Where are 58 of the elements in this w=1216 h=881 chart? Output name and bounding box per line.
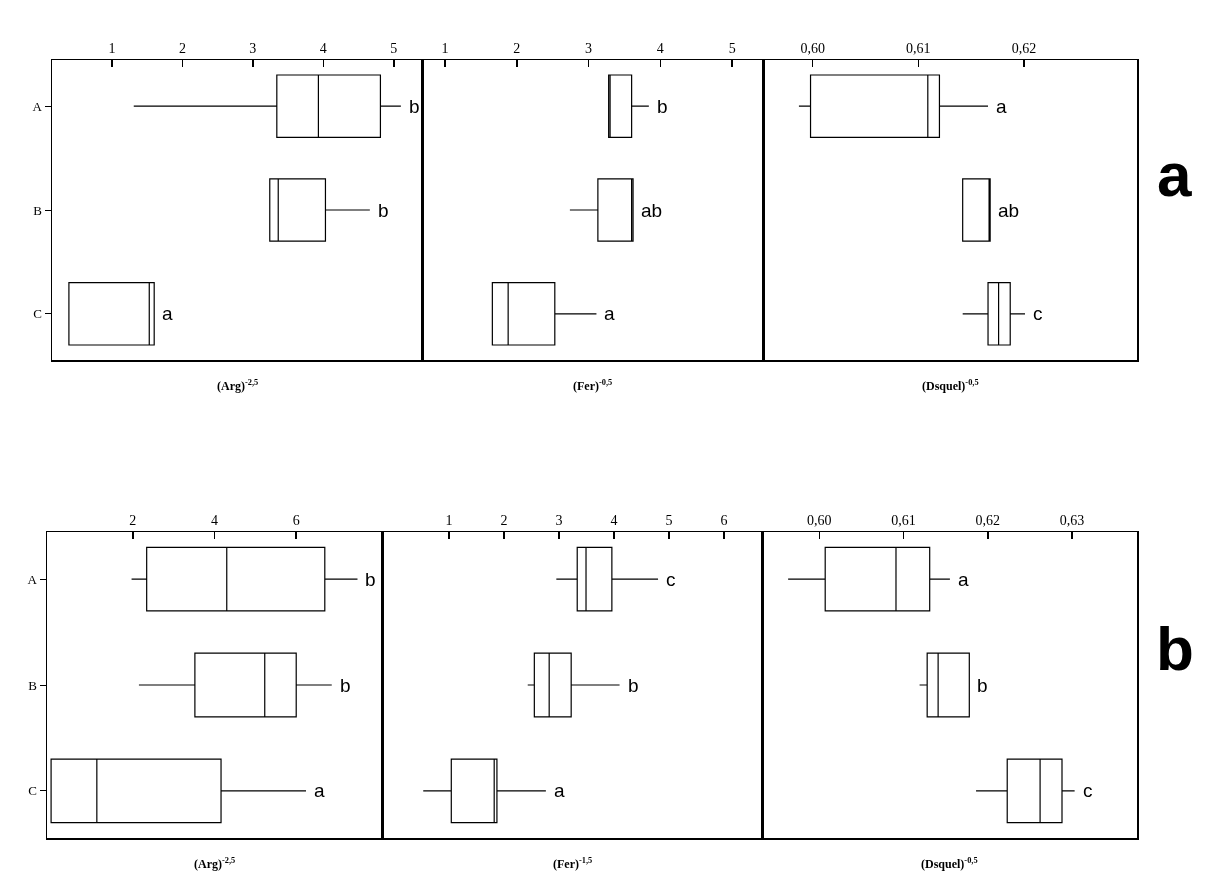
- x-axis-title: (Fer)$^{-1,5}$: [553, 856, 593, 872]
- x-tick-label: 4: [319, 40, 327, 56]
- x-tick-label: 0,63: [1059, 512, 1085, 528]
- x-axis-title: (Arg)$^{-2,5}$: [194, 856, 236, 872]
- x-tick-label: 2: [129, 512, 137, 528]
- x-axis-title: (Fer)$^{-0,5}$: [573, 378, 613, 394]
- annotation: b: [378, 200, 389, 221]
- x-tick-label: 5: [728, 40, 736, 56]
- x-tick-label: 2: [500, 512, 508, 528]
- x-tick-label: 2: [178, 40, 186, 56]
- x-tick-label: 0,60: [800, 40, 825, 56]
- y-tick-label: B: [28, 677, 38, 693]
- x-tick-label: 5: [665, 512, 673, 528]
- x-tick-label: 1: [445, 512, 453, 528]
- annotation: b: [628, 675, 639, 696]
- y-tick-label: C: [33, 306, 42, 322]
- annotation: b: [657, 96, 668, 117]
- text: a: [1157, 140, 1192, 209]
- annotation: b: [977, 675, 988, 696]
- x-tick-label: 3: [585, 40, 593, 56]
- x-tick-label: 0,61: [906, 40, 931, 56]
- annotation: a: [314, 780, 325, 801]
- x-axis-title: (Dsquel)$^{-0,5}$: [921, 856, 978, 872]
- x-tick-label: 4: [211, 512, 218, 528]
- y-tick-label: A: [27, 571, 38, 587]
- y-tick-label: B: [33, 202, 43, 218]
- x-tick-label: 3: [249, 40, 257, 56]
- annotation: a: [162, 303, 173, 324]
- x-tick-label: 3: [555, 512, 563, 528]
- text: b: [1156, 614, 1194, 683]
- annotation: a: [554, 780, 565, 801]
- annotation: c: [1033, 303, 1043, 324]
- x-tick-label: 0,60: [807, 512, 832, 528]
- annotation: ab: [998, 200, 1020, 221]
- x-tick-label: 0,62: [975, 512, 1001, 528]
- annotation: b: [365, 569, 376, 590]
- annotation: c: [666, 569, 676, 590]
- x-tick-label: 5: [390, 40, 398, 56]
- x-tick-label: 6: [292, 512, 300, 528]
- x-tick-label: 1: [441, 40, 449, 56]
- annotation: a: [958, 569, 969, 590]
- annotation: a: [604, 303, 615, 324]
- annotation: b: [409, 96, 420, 117]
- annotation: c: [1083, 780, 1093, 801]
- x-tick-label: 0,62: [1011, 40, 1037, 56]
- annotation: ab: [641, 200, 663, 221]
- x-tick-label: 1: [108, 40, 116, 56]
- x-tick-label: 4: [656, 40, 664, 56]
- x-tick-label: 6: [720, 512, 728, 528]
- annotation: b: [340, 675, 351, 696]
- annotation: a: [996, 96, 1007, 117]
- x-axis-title: (Arg)$^{-2,5}$: [217, 378, 259, 394]
- x-tick-label: 0,61: [891, 512, 916, 528]
- x-axis-title: (Dsquel)$^{-0,5}$: [922, 378, 979, 394]
- x-tick-label: 2: [513, 40, 521, 56]
- y-tick-label: C: [28, 783, 37, 799]
- y-tick-label: A: [32, 98, 43, 114]
- x-tick-label: 4: [610, 512, 618, 528]
